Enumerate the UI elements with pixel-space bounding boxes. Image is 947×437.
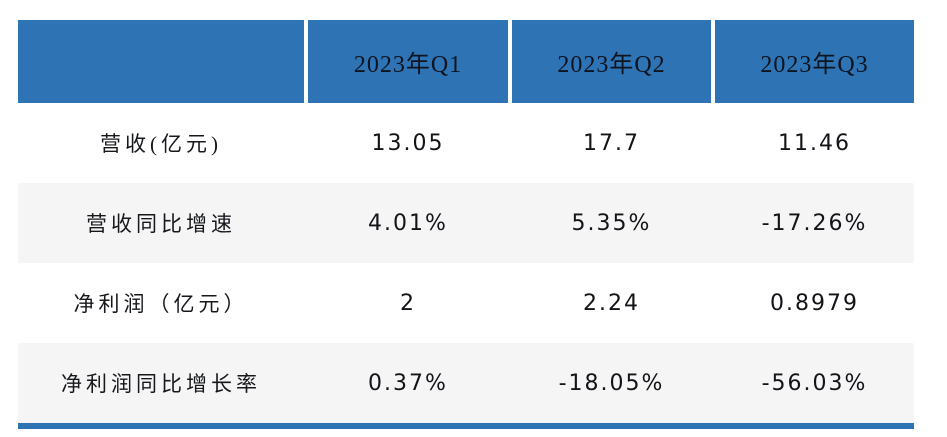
table-bottom-accent-bar <box>18 423 914 429</box>
table-row-revenue: 营收(亿元) 13.05 17.7 11.46 <box>18 103 914 183</box>
header-cell-2023-q3: 2023年Q3 <box>715 20 914 103</box>
row-label: 净利润（亿元） <box>73 292 249 316</box>
header-cell-2023-q2: 2023年Q2 <box>512 20 711 103</box>
row-value-q3: -56.03% <box>761 370 868 396</box>
row-value-q2: 2.24 <box>583 290 640 316</box>
header-cell-2023-q1: 2023年Q1 <box>308 20 508 103</box>
header-cell-empty <box>18 20 304 103</box>
row-value-q1: 4.01% <box>368 210 448 236</box>
row-value-q1: 2 <box>400 290 416 316</box>
row-value-q3: -17.26% <box>761 210 868 236</box>
table-row-revenue-yoy: 营收同比增速 4.01% 5.35% -17.26% <box>18 183 914 263</box>
row-value-q2: -18.05% <box>558 370 665 396</box>
row-value-q2: 5.35% <box>571 210 652 236</box>
row-value-q1: 0.37% <box>368 370 448 396</box>
row-value-q2: 17.7 <box>583 130 640 156</box>
row-label: 净利润同比增长率 <box>61 372 261 396</box>
row-value-q3: 0.8979 <box>770 290 859 316</box>
table-row-net-profit: 净利润（亿元） 2 2.24 0.8979 <box>18 263 914 343</box>
quarterly-financials-table: 2023年Q1 2023年Q2 2023年Q3 营收(亿元) 13.05 17.… <box>18 20 914 429</box>
row-value-q1: 13.05 <box>371 130 445 156</box>
row-label: 营收同比增速 <box>86 212 236 236</box>
table-row-net-profit-yoy: 净利润同比增长率 0.37% -18.05% -56.03% <box>18 343 914 423</box>
row-value-q3: 11.46 <box>778 130 851 156</box>
table-header-row: 2023年Q1 2023年Q2 2023年Q3 <box>18 20 914 103</box>
row-label: 营收(亿元) <box>100 132 222 156</box>
